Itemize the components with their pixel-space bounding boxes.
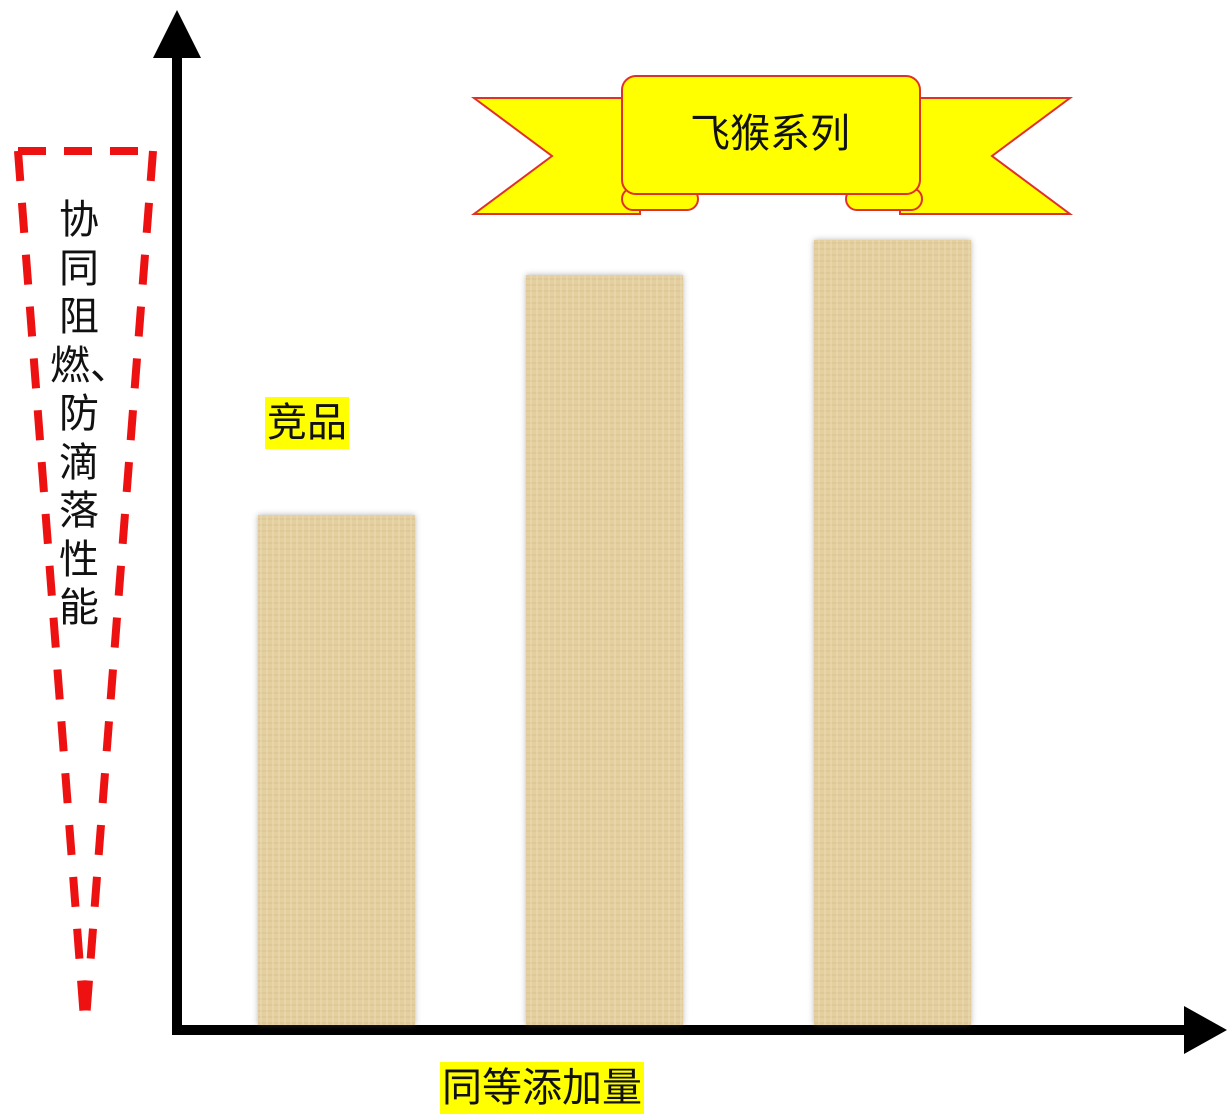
bar-3	[814, 240, 971, 1025]
bar-2	[526, 275, 683, 1025]
y-axis-arrow-icon	[153, 10, 201, 58]
bars-group	[258, 240, 971, 1025]
banner-text: 飞猴系列	[690, 111, 850, 157]
bar-label-competitor: 竞品	[265, 397, 349, 449]
x-axis-arrow-icon	[1184, 1006, 1227, 1054]
ylabel-dashed-frame	[14, 147, 157, 1033]
bar-1	[258, 515, 415, 1025]
x-axis-label: 同等添加量	[440, 1062, 644, 1114]
y-axis-label: 协同阻燃、防滴落性能	[50, 197, 130, 631]
banner-ribbon	[470, 75, 1074, 215]
